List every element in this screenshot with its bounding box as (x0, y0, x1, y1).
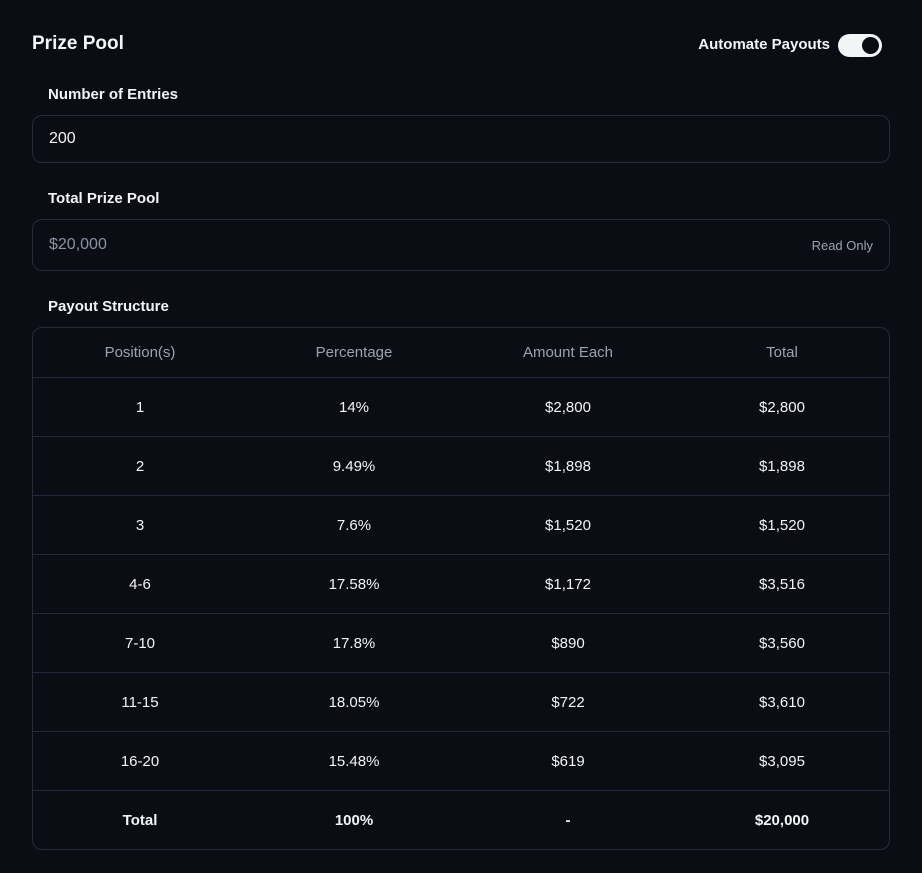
table-row: 11-15 18.05% $722 $3,610 (33, 672, 889, 732)
table-cell: $890 (461, 613, 675, 673)
column-header: Amount Each (522, 344, 614, 361)
table-row: 4-6 17.58% $1,172 $3,516 (33, 554, 889, 614)
table-row: 2 9.49% $1,898 $1,898 (33, 436, 889, 496)
input-value: $20,000 (49, 236, 107, 253)
toggle-label: Automate Payouts (698, 36, 830, 53)
field-label: Total Prize Pool (48, 190, 160, 207)
total-cell: - (461, 790, 675, 849)
field-label: Number of Entries (48, 86, 179, 103)
table-cell: $3,560 (675, 613, 889, 673)
prize-pool-input: $20,000 Read Only (32, 219, 890, 271)
read-only-badge: Read Only (811, 238, 873, 253)
total-cell: $20,000 (675, 790, 889, 849)
section-label: Payout Structure (48, 298, 169, 315)
table-cell: $3,516 (675, 554, 889, 614)
total-row: Total 100% - $20,000 (33, 790, 889, 849)
table-cell: 4-6 (33, 554, 247, 614)
table-cell: $3,095 (675, 731, 889, 791)
entries-input[interactable]: 200 (32, 115, 890, 163)
column-header: Percentage (315, 344, 393, 361)
table-cell: 15.48% (247, 731, 461, 791)
toggle[interactable] (838, 34, 882, 57)
toggle-knob (862, 37, 879, 54)
table-row: 16-20 15.48% $619 $3,095 (33, 731, 889, 791)
column-header: Position(s) (104, 344, 176, 361)
table-cell: $1,898 (461, 436, 675, 496)
table-cell: 1 (33, 377, 247, 437)
table-body: 1 14% $2,800 $2,800 2 9.49% $1,898 $1,898 3 7.6% $… (33, 377, 889, 849)
table-row: 7-10 17.8% $890 $3,560 (33, 613, 889, 673)
table-cell: $1,172 (461, 554, 675, 614)
table-cell: 7.6% (247, 495, 461, 555)
table-cell: $1,520 (461, 495, 675, 555)
table-cell: $619 (461, 731, 675, 791)
table-cell: 17.8% (247, 613, 461, 673)
table-cell: $1,898 (675, 436, 889, 496)
input-value: 200 (49, 130, 76, 147)
table-cell: $1,520 (675, 495, 889, 555)
table-cell: 3 (33, 495, 247, 555)
table-cell: 14% (247, 377, 461, 437)
table-row: 1 14% $2,800 $2,800 (33, 377, 889, 437)
total-cell: Total (33, 790, 247, 849)
table-cell: 16-20 (33, 731, 247, 791)
table-cell: 2 (33, 436, 247, 496)
total-cell: 100% (247, 790, 461, 849)
table-cell: $2,800 (675, 377, 889, 437)
table-cell: $722 (461, 672, 675, 732)
column-header: Total (766, 344, 798, 361)
table-cell: 18.05% (247, 672, 461, 732)
table-cell: 7-10 (33, 613, 247, 673)
table-cell: 11-15 (33, 672, 247, 732)
title: Prize Pool (32, 33, 124, 54)
table-cell: $3,610 (675, 672, 889, 732)
table-cell: $2,800 (461, 377, 675, 437)
header-row: Position(s) Percentage Amount Each Total (33, 328, 889, 378)
table-row: 3 7.6% $1,520 $1,520 (33, 495, 889, 555)
table-cell: 9.49% (247, 436, 461, 496)
table-cell: 17.58% (247, 554, 461, 614)
